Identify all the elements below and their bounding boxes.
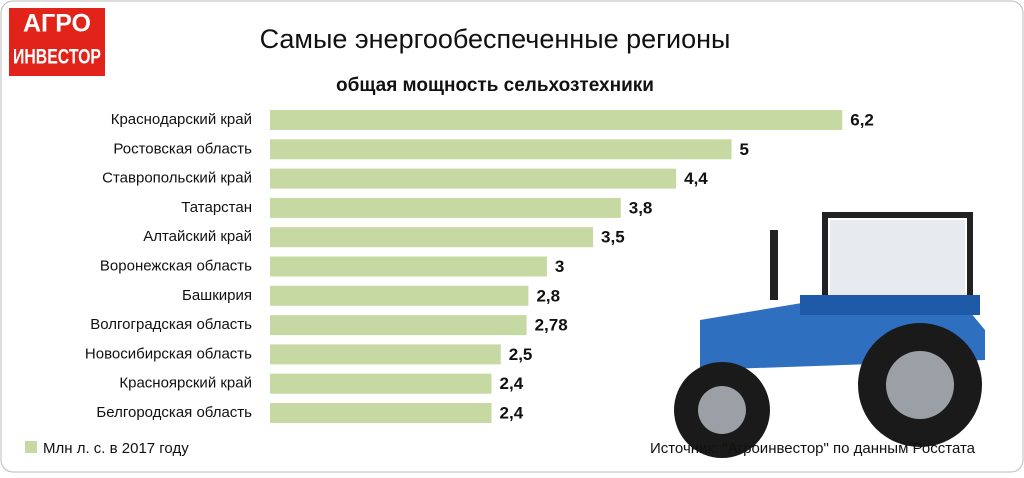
category-label: Башкирия	[182, 287, 252, 304]
bar	[270, 227, 594, 248]
category-label: Алтайский край	[143, 228, 252, 245]
source-note: Источник: "Агроинвестор" по данным Росст…	[650, 440, 976, 457]
chart-title: Самые энергообеспеченные регионы	[260, 24, 731, 54]
legend-swatch	[25, 441, 37, 453]
bar	[270, 139, 732, 160]
category-label: Воронежская область	[100, 257, 252, 274]
value-label: 2,4	[500, 374, 524, 393]
bar	[270, 110, 843, 130]
bar	[270, 373, 492, 394]
value-label: 3,8	[629, 198, 653, 217]
value-label: 2,5	[509, 345, 533, 364]
category-label: Краснодарский край	[111, 111, 252, 128]
value-label: 6,2	[850, 110, 874, 129]
value-label: 5	[740, 140, 749, 159]
bar	[270, 168, 677, 189]
logo-text: ИНВЕСТОР	[13, 46, 101, 69]
bar	[270, 256, 547, 277]
value-label: 2,8	[536, 286, 560, 305]
value-label: 3,5	[601, 228, 625, 247]
bar	[270, 344, 501, 365]
value-label: 2,4	[500, 403, 524, 422]
bar	[270, 285, 529, 306]
legend-label: Млн л. с. в 2017 году	[43, 440, 189, 457]
value-label: 4,4	[684, 169, 708, 188]
category-label: Ставропольский край	[102, 170, 252, 187]
logo-text: АГРО	[23, 10, 91, 38]
category-label: Новосибирская область	[85, 345, 252, 362]
value-label: 3	[555, 257, 564, 276]
category-label: Красноярский край	[119, 375, 252, 392]
category-label: Волгоградская область	[90, 316, 252, 333]
category-label: Ростовская область	[113, 140, 252, 157]
tractor	[674, 212, 985, 458]
chart-subtitle: общая мощность сельхозтехники	[336, 75, 654, 96]
value-label: 2,78	[535, 316, 568, 335]
logo-box	[9, 8, 105, 76]
bar	[270, 403, 492, 423]
category-label: Татарстан	[181, 199, 252, 216]
category-label: Белгородская область	[96, 404, 252, 421]
bar	[270, 197, 621, 218]
bar	[270, 315, 527, 336]
